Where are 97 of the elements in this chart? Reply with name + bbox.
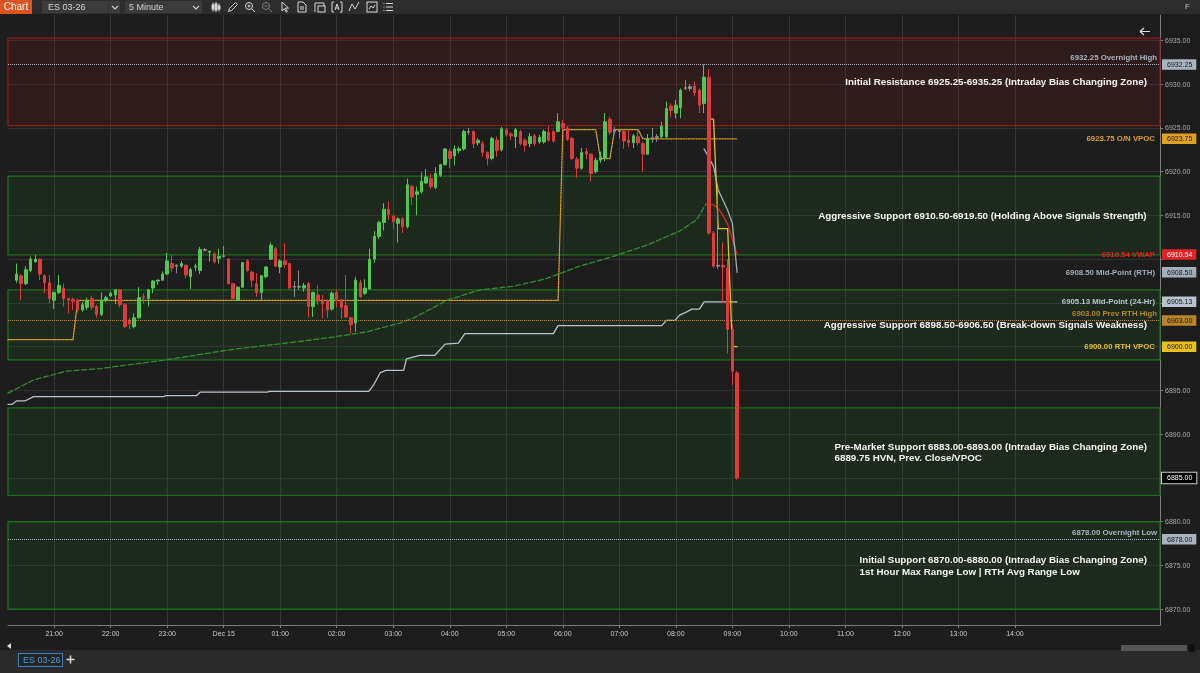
candlestick (547, 125, 550, 143)
candlestick (603, 112, 607, 162)
band-label: Initial Resistance 6925.25-6935.25 (Intraday Bias Changing Zone) (845, 76, 1147, 88)
candlestick (429, 172, 433, 190)
candlestick (514, 127, 517, 149)
candlestick (307, 281, 310, 319)
candlestick (311, 291, 315, 318)
candlestick (147, 288, 150, 307)
candlestick (448, 148, 452, 169)
tab: ES 03-26 (18, 653, 63, 667)
candlestick (217, 248, 221, 265)
candlestick (641, 141, 645, 173)
candlestick (552, 129, 555, 144)
candlestick (660, 121, 663, 139)
candlestick (632, 133, 635, 149)
candlestick (278, 258, 282, 274)
text: F (1185, 1, 1191, 13)
candlestick (198, 246, 202, 275)
candlestick (556, 112, 560, 133)
candlestick (669, 102, 673, 118)
band-label: Aggressive Support 6898.50-6906.50 (Break-down Signals Weakness) (823, 319, 1147, 331)
candlestick (114, 288, 117, 305)
candlestick (326, 298, 329, 319)
candlestick (142, 292, 145, 305)
candlestick (716, 189, 720, 270)
candlestick (109, 291, 112, 298)
candlestick (500, 126, 503, 153)
chart-title: ES 03-26 (48, 1, 86, 13)
candlestick (330, 291, 334, 312)
button: Chart (0, 0, 32, 14)
candlestick (15, 263, 18, 284)
candlestick (467, 127, 470, 136)
candlestick (476, 137, 480, 146)
candlestick (434, 166, 437, 190)
candlestick (528, 132, 532, 148)
candlestick (359, 279, 362, 299)
candlestick (189, 267, 192, 290)
candlestick (636, 129, 640, 146)
candlestick (354, 276, 357, 333)
candlestick (622, 129, 626, 150)
candlestick (38, 257, 42, 281)
candlestick (208, 249, 211, 263)
candlestick (387, 200, 390, 221)
candlestick (735, 370, 739, 481)
band-label: Initial Support 6870.00-6880.00 (Intraday Bias Changing Zone) 1st Hour Max Range Low | RTH Avg Range Low (859, 554, 1147, 577)
candlestick (274, 246, 277, 268)
candlestick (246, 258, 249, 273)
candlestick (580, 147, 583, 171)
band-label: Pre-Market Support 6883.00-6893.00 (Intraday Bias Changing Zone) 6889.75 HVN, Prev. Close/VPOC (834, 440, 1148, 463)
candlestick (618, 128, 621, 139)
candlestick (542, 129, 546, 145)
candlestick (509, 131, 513, 141)
candlestick (302, 282, 306, 293)
candlestick (646, 133, 649, 156)
band-label: Aggressive Support 6910.50-6919.50 (Holding Above Signals Strength) (818, 209, 1147, 221)
candlestick (335, 289, 338, 308)
candlestick (698, 88, 701, 114)
candlestick (490, 136, 494, 161)
chart-subtitle: 5 Minute (129, 1, 164, 13)
candlestick (495, 136, 499, 158)
candlestick (255, 272, 258, 298)
candlestick (589, 152, 593, 182)
candlestick (410, 184, 414, 206)
candlestick (43, 273, 46, 294)
candlestick (184, 263, 188, 279)
candlestick (613, 126, 616, 135)
candlestick (688, 83, 692, 92)
candlestick (702, 63, 706, 114)
dropdown: ES 03-26 (42, 1, 120, 13)
candlestick (203, 247, 207, 252)
candlestick (222, 245, 225, 258)
candlestick (472, 130, 475, 149)
candlestick (401, 216, 404, 234)
candlestick (19, 273, 23, 301)
candlestick (665, 101, 668, 139)
candlestick (180, 260, 183, 269)
candlestick (486, 151, 489, 167)
candlestick (406, 178, 409, 230)
candlestick (396, 216, 400, 244)
candlestick (175, 263, 178, 274)
candlestick (575, 156, 579, 179)
candlestick (533, 133, 536, 147)
candlestick (34, 254, 37, 264)
candlestick (608, 116, 612, 136)
candlestick (269, 242, 273, 261)
candlestick (85, 297, 89, 311)
candlestick (731, 324, 734, 386)
candlestick (170, 254, 174, 272)
candlestick (693, 81, 696, 97)
candlestick (392, 214, 395, 230)
candlestick (71, 297, 75, 311)
candlestick (213, 251, 216, 265)
candlestick (250, 270, 254, 288)
candlestick (48, 274, 51, 304)
dropdown: 5 Minute (125, 1, 202, 13)
candlestick (62, 283, 65, 307)
candlestick (481, 140, 484, 158)
